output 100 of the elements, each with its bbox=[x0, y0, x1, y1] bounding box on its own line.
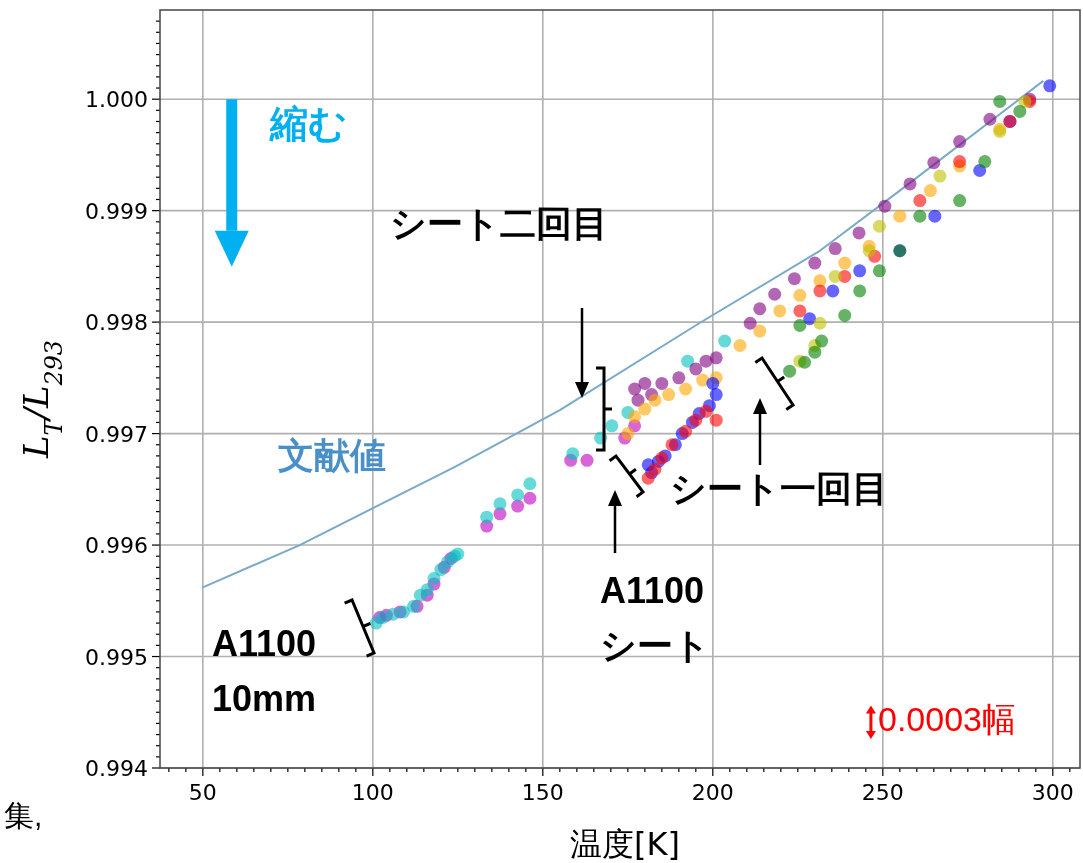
point bbox=[913, 209, 927, 223]
point bbox=[953, 155, 967, 169]
point bbox=[638, 376, 652, 390]
point bbox=[768, 287, 782, 301]
point bbox=[783, 364, 797, 378]
y-tick-label: 0.995 bbox=[85, 644, 148, 670]
point bbox=[480, 510, 494, 524]
point bbox=[928, 209, 942, 223]
point bbox=[813, 284, 827, 298]
point bbox=[681, 354, 695, 368]
point bbox=[978, 155, 992, 169]
point bbox=[993, 94, 1007, 108]
point bbox=[733, 339, 747, 353]
point bbox=[852, 226, 866, 240]
point bbox=[709, 388, 723, 402]
point bbox=[808, 345, 822, 359]
x-tick-label: 50 bbox=[188, 780, 217, 805]
y-tick-label: 0.994 bbox=[85, 756, 148, 781]
point bbox=[679, 382, 693, 396]
point bbox=[638, 402, 652, 416]
point bbox=[631, 393, 645, 407]
point bbox=[523, 491, 537, 505]
point bbox=[1043, 79, 1057, 93]
point bbox=[672, 371, 686, 385]
x-tick-label: 300 bbox=[1031, 780, 1074, 805]
point bbox=[838, 256, 852, 270]
point bbox=[696, 373, 710, 387]
point bbox=[641, 471, 655, 485]
point bbox=[1018, 94, 1032, 108]
point bbox=[927, 156, 941, 170]
point bbox=[511, 488, 525, 502]
annotation: 0.0003幅 bbox=[878, 699, 1016, 738]
point bbox=[878, 199, 892, 213]
point bbox=[773, 304, 787, 318]
point bbox=[689, 362, 703, 376]
point bbox=[862, 244, 876, 258]
point bbox=[983, 112, 997, 126]
point bbox=[493, 497, 507, 511]
point bbox=[679, 424, 693, 438]
point bbox=[853, 264, 867, 278]
point bbox=[872, 264, 886, 278]
point bbox=[838, 308, 852, 322]
point bbox=[628, 410, 642, 424]
point bbox=[803, 312, 817, 326]
point bbox=[826, 284, 840, 298]
point bbox=[815, 334, 829, 348]
point bbox=[808, 256, 822, 270]
point bbox=[923, 184, 937, 198]
point bbox=[813, 316, 827, 330]
x-tick-label: 200 bbox=[691, 780, 734, 805]
point bbox=[753, 324, 767, 338]
point bbox=[787, 272, 801, 286]
point bbox=[953, 194, 967, 208]
point bbox=[872, 219, 886, 233]
point bbox=[853, 284, 867, 298]
point bbox=[655, 376, 669, 390]
x-axis-title: 温度[K] bbox=[570, 825, 680, 863]
point bbox=[689, 413, 703, 427]
x-tick-label: 250 bbox=[861, 780, 904, 805]
point bbox=[699, 404, 713, 418]
annotation: A1100 10mm bbox=[212, 622, 317, 720]
point bbox=[420, 583, 434, 597]
point bbox=[718, 334, 732, 348]
point bbox=[523, 477, 537, 491]
point bbox=[566, 447, 580, 461]
y-tick-label: 1.000 bbox=[85, 87, 148, 113]
point bbox=[933, 169, 947, 183]
point bbox=[648, 462, 662, 476]
point bbox=[628, 382, 642, 396]
annotation: 縮む bbox=[269, 103, 347, 146]
point bbox=[451, 547, 465, 561]
point bbox=[580, 453, 594, 467]
point bbox=[753, 302, 767, 316]
annotation: 文献値 bbox=[278, 434, 386, 476]
point bbox=[913, 194, 927, 208]
point bbox=[828, 242, 842, 256]
point bbox=[793, 304, 807, 318]
annotation: シート一回目 bbox=[670, 467, 888, 509]
x-tick-label: 150 bbox=[521, 780, 564, 805]
point bbox=[828, 269, 842, 283]
x-tick-label: 100 bbox=[351, 780, 394, 805]
annotation: シート二回目 bbox=[390, 202, 608, 244]
y-tick-label: 0.999 bbox=[85, 198, 148, 224]
annotation: A1100 シート bbox=[600, 569, 710, 667]
point bbox=[709, 351, 723, 365]
point bbox=[706, 376, 720, 390]
y-tick-label: 0.998 bbox=[85, 310, 148, 336]
text: 集, bbox=[4, 798, 43, 832]
point bbox=[427, 572, 441, 585]
point bbox=[793, 318, 807, 332]
point bbox=[953, 135, 967, 149]
point bbox=[709, 413, 723, 427]
point bbox=[798, 355, 812, 369]
point bbox=[893, 209, 907, 223]
point bbox=[743, 316, 757, 330]
point bbox=[793, 288, 807, 302]
point bbox=[648, 393, 662, 407]
point bbox=[511, 499, 525, 513]
point bbox=[605, 419, 619, 433]
point bbox=[621, 427, 635, 441]
